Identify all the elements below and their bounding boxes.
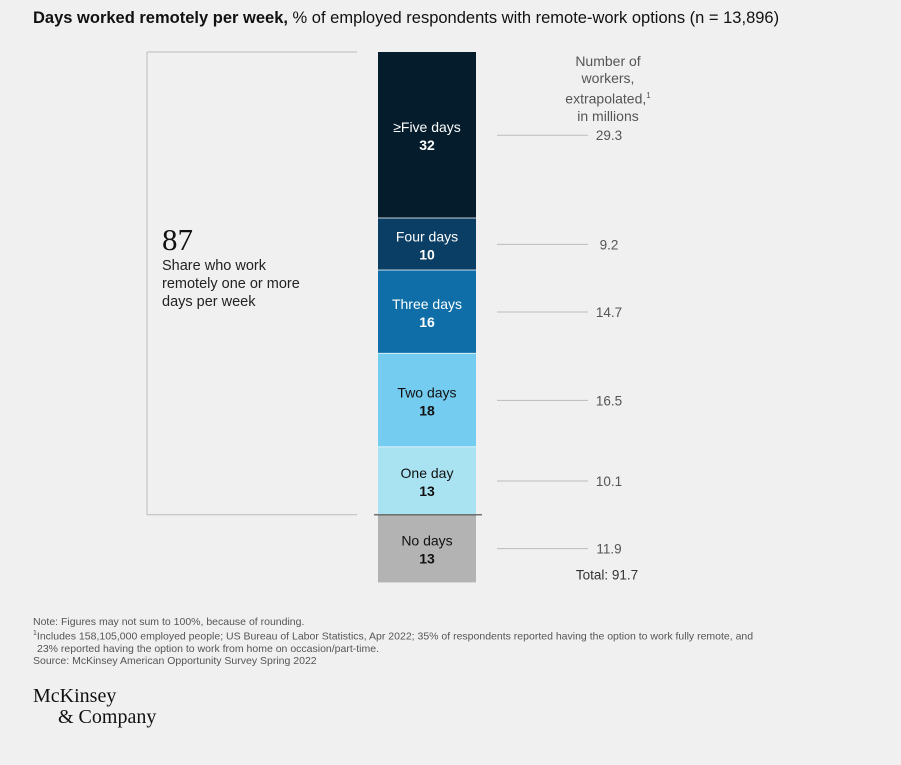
workers-value: 29.3 xyxy=(596,128,622,143)
workers-value: 10.1 xyxy=(596,474,622,489)
logo-line1: McKinsey xyxy=(33,685,117,707)
bar-segment-no-days xyxy=(378,514,476,583)
value-label: 18 xyxy=(419,402,435,418)
workers-header-footnote-mark: 1 xyxy=(646,91,651,100)
value-label: 10 xyxy=(419,246,435,262)
share-value: 87 xyxy=(162,222,193,257)
category-label: No days xyxy=(401,533,452,549)
workers-value: 9.2 xyxy=(600,237,619,252)
workers-value: 16.5 xyxy=(596,393,622,408)
value-label: 32 xyxy=(419,137,435,153)
workers-header-line1: Number of xyxy=(575,53,641,69)
category-label: Three days xyxy=(392,296,462,312)
footnote-1-line1-wrap: 1Includes 158,105,000 employed people; U… xyxy=(33,628,833,643)
workers-header-line4: in millions xyxy=(577,107,639,124)
mckinsey-logo: McKinsey & Company xyxy=(33,686,156,728)
bar-segment-four-days xyxy=(378,218,476,271)
workers-header-line3-wrap: extrapolated,1 xyxy=(548,87,668,108)
category-label: ≥Five days xyxy=(393,119,461,135)
footnotes: Note: Figures may not sum to 100%, becau… xyxy=(33,616,833,667)
share-description: Share who work remotely one or more days… xyxy=(162,257,300,310)
footnote-1-mark: 1 xyxy=(33,630,37,637)
category-label: Four days xyxy=(396,228,458,244)
footnote-1-line2: 23% reported having the option to work f… xyxy=(37,642,380,655)
category-label: Two days xyxy=(397,384,456,400)
chart-title: Days worked remotely per week, % of empl… xyxy=(33,9,779,28)
source-note: Source: McKinsey American Opportunity Su… xyxy=(33,654,317,667)
share-annotation: 87 Share who work remotely one or more d… xyxy=(162,222,312,311)
note-rounding: Note: Figures may not sum to 100%, becau… xyxy=(33,616,305,628)
workers-column-header: Number of workers, extrapolated,1 in mil… xyxy=(548,53,668,125)
workers-header-line3: extrapolated, xyxy=(565,90,647,107)
workers-value: 14.7 xyxy=(596,305,622,320)
logo-line2: & Company xyxy=(58,706,157,728)
chart-title-bold: Days worked remotely per week, xyxy=(33,9,288,27)
value-label: 13 xyxy=(419,483,435,499)
footnote-1-line1: Includes 158,105,000 employed people; US… xyxy=(36,630,754,643)
category-label: One day xyxy=(401,465,454,481)
value-label: 16 xyxy=(419,314,435,330)
workers-value: 11.9 xyxy=(596,542,621,557)
bar-segment-five-days xyxy=(378,52,476,219)
bar-segment-two-days xyxy=(378,353,476,448)
workers-header-line2: workers, xyxy=(581,70,635,86)
stacked-bar-chart: ≥Five days 32 29.3 Four days 10 9.2 Three days… xyxy=(146,51,638,583)
total-label: Total: 91.7 xyxy=(576,567,638,582)
bar-segment-three-days xyxy=(378,270,476,354)
bar-segment-one-day xyxy=(378,447,476,515)
value-label: 13 xyxy=(419,551,435,567)
chart-title-subtitle: % of employed respondents with remote-wo… xyxy=(292,9,780,27)
